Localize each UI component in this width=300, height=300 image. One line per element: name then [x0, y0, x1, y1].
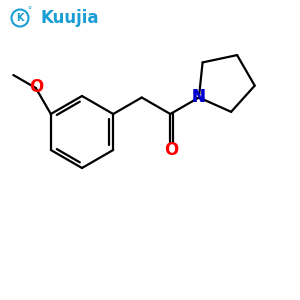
Text: N: N — [192, 88, 206, 106]
Text: Kuujia: Kuujia — [40, 9, 98, 27]
Text: K: K — [16, 13, 24, 23]
Text: O: O — [29, 78, 43, 96]
Text: N: N — [192, 88, 206, 106]
Text: O: O — [164, 141, 178, 159]
Text: °: ° — [27, 7, 32, 16]
